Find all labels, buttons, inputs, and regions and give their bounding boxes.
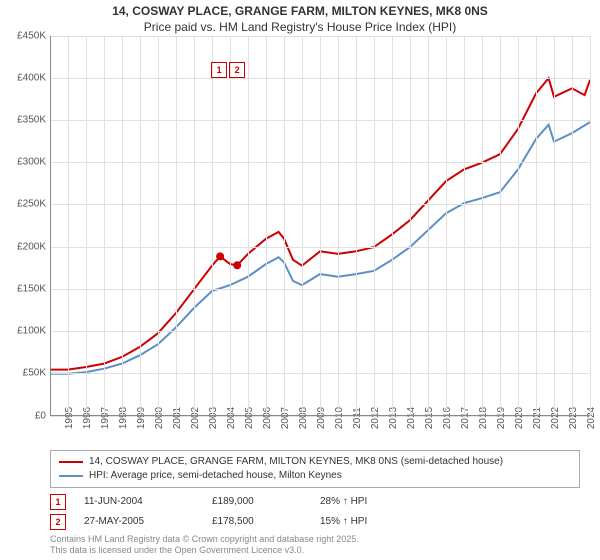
sale-price: £189,000: [212, 496, 302, 507]
legend-item: 14, COSWAY PLACE, GRANGE FARM, MILTON KE…: [59, 455, 571, 469]
y-axis-label: £100K: [17, 326, 46, 337]
legend-label: 14, COSWAY PLACE, GRANGE FARM, MILTON KE…: [89, 455, 503, 469]
legend-swatch: [59, 461, 83, 463]
footnote-line: Contains HM Land Registry data © Crown c…: [50, 534, 580, 546]
sale-hpi: 28% ↑ HPI: [320, 496, 420, 507]
footnote-line: This data is licensed under the Open Gov…: [50, 545, 580, 557]
y-axis-label: £400K: [17, 72, 46, 83]
chart-title-line1: 14, COSWAY PLACE, GRANGE FARM, MILTON KE…: [0, 0, 600, 20]
sale-hpi: 15% ↑ HPI: [320, 516, 420, 527]
x-axis-label: 2025: [590, 406, 600, 428]
chart-title-line2: Price paid vs. HM Land Registry's House …: [0, 20, 600, 36]
sale-point-marker: [233, 261, 241, 269]
y-axis-label: £150K: [17, 283, 46, 294]
sale-row: 2 27-MAY-2005 £178,500 15% ↑ HPI: [50, 512, 580, 532]
y-axis-label: £350K: [17, 115, 46, 126]
y-axis-label: £250K: [17, 199, 46, 210]
chart-marker-label: 1: [211, 62, 227, 78]
chart-marker-label: 2: [229, 62, 245, 78]
chart-plot-area: £0£50K£100K£150K£200K£250K£300K£350K£400…: [50, 36, 590, 416]
legend: 14, COSWAY PLACE, GRANGE FARM, MILTON KE…: [50, 450, 580, 488]
footnote: Contains HM Land Registry data © Crown c…: [50, 534, 580, 557]
legend-swatch: [59, 475, 83, 477]
sale-date: 11-JUN-2004: [84, 496, 194, 507]
sale-marker-2: 2: [50, 514, 66, 530]
sale-point-marker: [216, 252, 224, 260]
y-axis-label: £0: [35, 410, 46, 421]
sale-date: 27-MAY-2005: [84, 516, 194, 527]
y-axis-label: £450K: [17, 30, 46, 41]
sale-marker-1: 1: [50, 494, 66, 510]
sale-price: £178,500: [212, 516, 302, 527]
y-axis-label: £50K: [23, 368, 46, 379]
legend-item: HPI: Average price, semi-detached house,…: [59, 469, 571, 483]
legend-label: HPI: Average price, semi-detached house,…: [89, 469, 342, 483]
y-axis-label: £200K: [17, 241, 46, 252]
sales-table: 1 11-JUN-2004 £189,000 28% ↑ HPI 2 27-MA…: [50, 492, 580, 532]
chart-marker-labels: 12: [211, 62, 245, 78]
chart-container: 14, COSWAY PLACE, GRANGE FARM, MILTON KE…: [0, 0, 600, 560]
sale-row: 1 11-JUN-2004 £189,000 28% ↑ HPI: [50, 492, 580, 512]
y-axis-label: £300K: [17, 157, 46, 168]
